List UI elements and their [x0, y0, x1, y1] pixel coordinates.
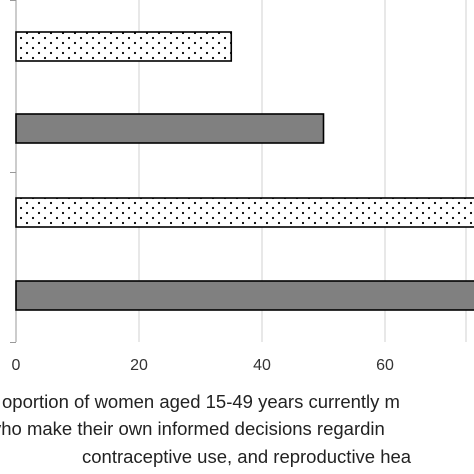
x-tick-label-60: 60	[376, 357, 394, 374]
x-tick-label-40: 40	[253, 357, 271, 374]
bar-4	[15, 280, 474, 311]
x-tick-label-0: 0	[12, 357, 21, 374]
x-tick-label-20: 20	[130, 357, 148, 374]
bar-1	[15, 31, 233, 62]
x-axis-title-line-2: vho make their own informed decisions re…	[0, 418, 385, 439]
x-axis-title: oportion of women aged 15-49 years curre…	[0, 391, 412, 467]
x-axis-title-line-3: contraceptive use, and reproductive hea	[82, 446, 412, 467]
x-tick-labels: 0 20 40 60	[12, 357, 394, 374]
y-axis	[10, 0, 17, 343]
bars	[15, 31, 474, 311]
x-axis-title-line-1: oportion of women aged 15-49 years curre…	[2, 391, 400, 412]
bar-3	[15, 197, 474, 228]
bar-2	[15, 113, 325, 144]
